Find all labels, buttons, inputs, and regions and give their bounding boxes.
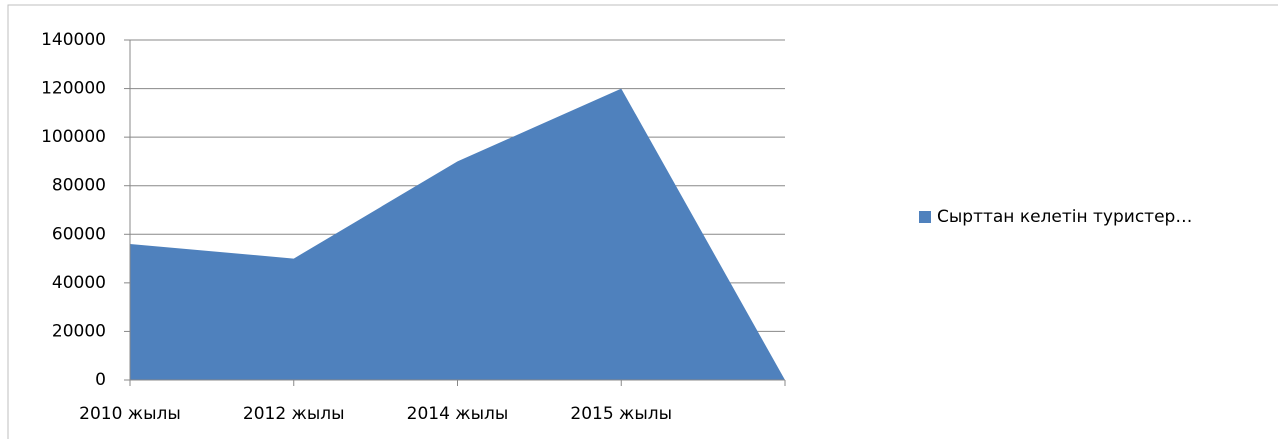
y-tick-label: 80000 (52, 176, 106, 196)
x-tick-label: 2012 жылы (243, 404, 345, 424)
y-tick-label: 40000 (52, 273, 106, 293)
y-tick-label: 20000 (52, 321, 106, 341)
y-tick-label: 60000 (52, 224, 106, 244)
y-tick-label: 100000 (41, 127, 106, 147)
x-tick-label: 2015 жылы (570, 404, 672, 424)
y-tick-label: 120000 (41, 79, 106, 99)
y-tick-label: 0 (95, 370, 106, 390)
y-tick-label: 140000 (41, 30, 106, 50)
area (130, 88, 785, 381)
legend-swatch (919, 211, 931, 223)
legend-label: Сырттан келетін туристер… (937, 207, 1192, 227)
x-tick-label: 2014 жылы (407, 404, 509, 424)
x-tick-label: 2010 жылы (79, 404, 181, 424)
